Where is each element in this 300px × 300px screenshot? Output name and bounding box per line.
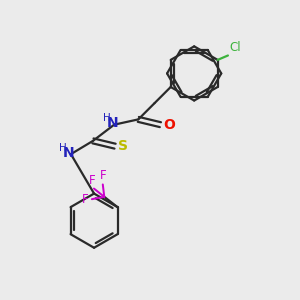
Text: N: N — [63, 146, 74, 160]
Text: S: S — [118, 139, 128, 153]
Text: N: N — [107, 116, 118, 130]
Text: H: H — [59, 142, 67, 153]
Text: F: F — [89, 174, 96, 187]
Text: F: F — [100, 169, 106, 182]
Text: F: F — [82, 193, 88, 206]
Text: O: O — [163, 118, 175, 132]
Text: H: H — [103, 113, 111, 123]
Text: Cl: Cl — [230, 41, 241, 54]
